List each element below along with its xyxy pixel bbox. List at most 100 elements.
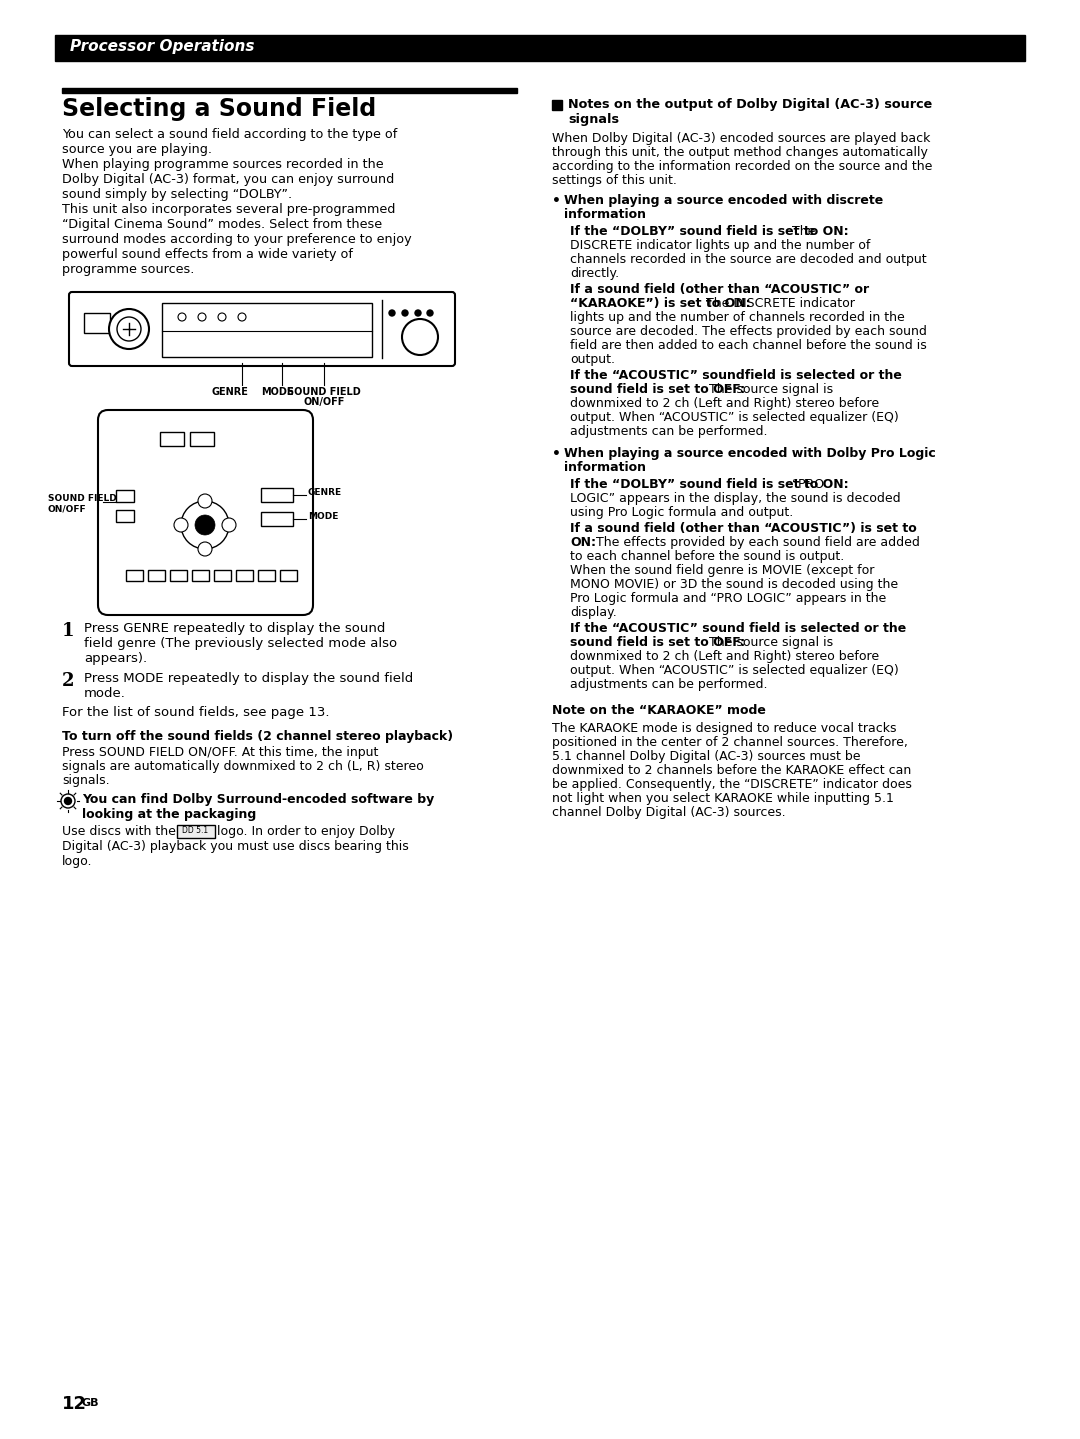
Text: When playing programme sources recorded in the: When playing programme sources recorded …: [62, 158, 383, 171]
Circle shape: [174, 518, 188, 532]
Text: sound field is set to OFF:: sound field is set to OFF:: [570, 383, 745, 396]
Text: downmixed to 2 ch (Left and Right) stereo before: downmixed to 2 ch (Left and Right) stere…: [570, 650, 879, 663]
Text: GENRE: GENRE: [212, 387, 248, 397]
Circle shape: [178, 314, 186, 321]
Text: programme sources.: programme sources.: [62, 263, 194, 276]
Bar: [214, 570, 231, 581]
Bar: [116, 509, 134, 522]
Text: You can find Dolby Surround-encoded software by: You can find Dolby Surround-encoded soft…: [82, 793, 434, 806]
Bar: [160, 432, 184, 446]
Bar: [258, 570, 275, 581]
FancyBboxPatch shape: [69, 292, 455, 366]
Circle shape: [198, 543, 212, 555]
Bar: [177, 825, 215, 837]
Text: Selecting a Sound Field: Selecting a Sound Field: [62, 96, 376, 121]
Text: •: •: [552, 194, 561, 209]
Text: output. When “ACOUSTIC” is selected equalizer (EQ): output. When “ACOUSTIC” is selected equa…: [570, 663, 899, 676]
Circle shape: [389, 309, 395, 317]
Text: source are decoded. The effects provided by each sound: source are decoded. The effects provided…: [570, 325, 927, 338]
Text: Processor Operations: Processor Operations: [70, 39, 255, 55]
Text: ON:: ON:: [570, 535, 596, 550]
Bar: [84, 314, 110, 332]
Text: appears).: appears).: [84, 652, 147, 665]
Circle shape: [181, 501, 229, 550]
Circle shape: [65, 797, 71, 804]
Text: MONO MOVIE) or 3D the sound is decoded using the: MONO MOVIE) or 3D the sound is decoded u…: [570, 578, 899, 591]
Text: looking at the packaging: looking at the packaging: [82, 809, 256, 822]
Text: When the sound field genre is MOVIE (except for: When the sound field genre is MOVIE (exc…: [570, 564, 875, 577]
Circle shape: [195, 515, 215, 535]
Text: output. When “ACOUSTIC” is selected equalizer (EQ): output. When “ACOUSTIC” is selected equa…: [570, 412, 899, 425]
Text: sound simply by selecting “DOLBY”.: sound simply by selecting “DOLBY”.: [62, 189, 292, 201]
Text: MODE: MODE: [260, 387, 294, 397]
Text: Press MODE repeatedly to display the sound field: Press MODE repeatedly to display the sou…: [84, 672, 414, 685]
Text: positioned in the center of 2 channel sources. Therefore,: positioned in the center of 2 channel so…: [552, 735, 908, 750]
Text: If a sound field (other than “ACOUSTIC” or: If a sound field (other than “ACOUSTIC” …: [570, 283, 869, 296]
Text: downmixed to 2 ch (Left and Right) stereo before: downmixed to 2 ch (Left and Right) stere…: [570, 397, 879, 410]
Text: channels recorded in the source are decoded and output: channels recorded in the source are deco…: [570, 253, 927, 266]
Text: channel Dolby Digital (AC-3) sources.: channel Dolby Digital (AC-3) sources.: [552, 806, 785, 819]
Circle shape: [402, 319, 438, 355]
Text: 5.1 channel Dolby Digital (AC-3) sources must be: 5.1 channel Dolby Digital (AC-3) sources…: [552, 750, 861, 763]
Text: If the “ACOUSTIC” soundfield is selected or the: If the “ACOUSTIC” soundfield is selected…: [570, 368, 902, 381]
Bar: [148, 570, 165, 581]
Text: signals.: signals.: [62, 774, 110, 787]
Text: directly.: directly.: [570, 268, 619, 281]
Text: Digital (AC-3) playback you must use discs bearing this: Digital (AC-3) playback you must use dis…: [62, 840, 408, 853]
Bar: [126, 570, 143, 581]
Text: If the “DOLBY” sound field is set to ON:: If the “DOLBY” sound field is set to ON:: [570, 478, 849, 491]
Text: logo. In order to enjoy Dolby: logo. In order to enjoy Dolby: [217, 825, 395, 837]
Text: be applied. Consequently, the “DISCRETE” indicator does: be applied. Consequently, the “DISCRETE”…: [552, 778, 912, 791]
Bar: [162, 304, 372, 357]
Text: Dolby Digital (AC-3) format, you can enjoy surround: Dolby Digital (AC-3) format, you can enj…: [62, 173, 394, 186]
Text: DD 5.1: DD 5.1: [183, 826, 208, 835]
Text: The effects provided by each sound field are added: The effects provided by each sound field…: [592, 535, 920, 550]
Text: not light when you select KARAOKE while inputting 5.1: not light when you select KARAOKE while …: [552, 791, 894, 804]
Text: SOUND FIELD: SOUND FIELD: [287, 387, 361, 397]
Text: If the “DOLBY” sound field is set to ON:: If the “DOLBY” sound field is set to ON:: [570, 224, 849, 237]
Text: logo.: logo.: [62, 855, 93, 868]
Text: The KARAOKE mode is designed to reduce vocal tracks: The KARAOKE mode is designed to reduce v…: [552, 722, 896, 735]
Text: SOUND FIELD: SOUND FIELD: [48, 494, 117, 504]
Text: When playing a source encoded with discrete: When playing a source encoded with discr…: [564, 194, 883, 207]
Text: “PRO: “PRO: [788, 478, 824, 491]
Bar: [55, 35, 1025, 60]
Bar: [280, 570, 297, 581]
Text: settings of this unit.: settings of this unit.: [552, 174, 677, 187]
Text: Notes on the output of Dolby Digital (AC-3) source: Notes on the output of Dolby Digital (AC…: [568, 98, 932, 111]
Text: output.: output.: [570, 353, 615, 366]
Bar: [190, 432, 214, 446]
Text: field genre (The previously selected mode also: field genre (The previously selected mod…: [84, 637, 397, 650]
Text: DISCRETE indicator lights up and the number of: DISCRETE indicator lights up and the num…: [570, 239, 870, 252]
Text: signals are automatically downmixed to 2 ch (L, R) stereo: signals are automatically downmixed to 2…: [62, 760, 423, 773]
Text: To turn off the sound fields (2 channel stereo playback): To turn off the sound fields (2 channel …: [62, 730, 454, 743]
Text: powerful sound effects from a wide variety of: powerful sound effects from a wide varie…: [62, 248, 353, 260]
Bar: [192, 570, 210, 581]
Circle shape: [218, 314, 226, 321]
Text: MODE: MODE: [308, 512, 338, 521]
Text: to each channel before the sound is output.: to each channel before the sound is outp…: [570, 550, 845, 563]
Text: adjustments can be performed.: adjustments can be performed.: [570, 425, 768, 437]
Text: 1: 1: [62, 622, 75, 640]
Text: GENRE: GENRE: [308, 488, 342, 496]
Text: adjustments can be performed.: adjustments can be performed.: [570, 678, 768, 691]
Circle shape: [427, 309, 433, 317]
Bar: [62, 88, 517, 94]
Bar: [170, 570, 187, 581]
Text: ON/OFF: ON/OFF: [303, 397, 345, 407]
Text: 2: 2: [62, 672, 75, 689]
Text: This unit also incorporates several pre-programmed: This unit also incorporates several pre-…: [62, 203, 395, 216]
Text: The source signal is: The source signal is: [705, 383, 833, 396]
Text: The: The: [788, 224, 815, 237]
Text: through this unit, the output method changes automatically: through this unit, the output method cha…: [552, 145, 928, 158]
Circle shape: [109, 309, 149, 350]
Text: “Digital Cinema Sound” modes. Select from these: “Digital Cinema Sound” modes. Select fro…: [62, 217, 382, 232]
Text: according to the information recorded on the source and the: according to the information recorded on…: [552, 160, 932, 173]
Text: information: information: [564, 460, 646, 473]
Text: Pro Logic formula and “PRO LOGIC” appears in the: Pro Logic formula and “PRO LOGIC” appear…: [570, 591, 887, 604]
Circle shape: [402, 309, 408, 317]
Text: •: •: [552, 448, 561, 460]
Bar: [261, 488, 293, 502]
Text: ON/OFF: ON/OFF: [48, 505, 86, 514]
Text: For the list of sound fields, see page 13.: For the list of sound fields, see page 1…: [62, 707, 329, 720]
